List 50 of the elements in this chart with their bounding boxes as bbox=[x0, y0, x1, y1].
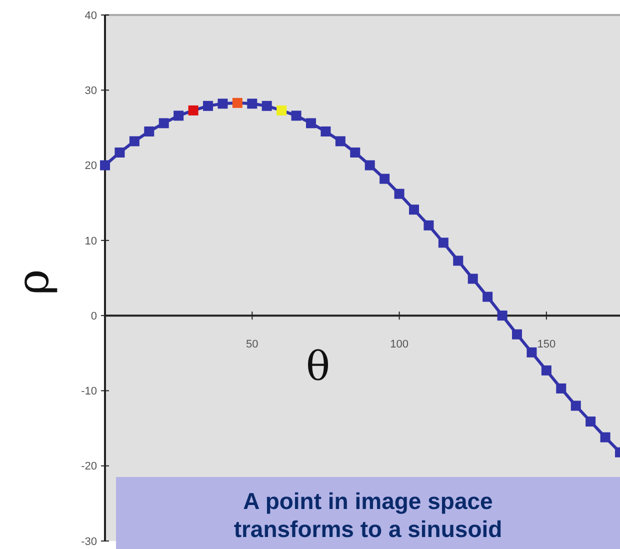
point bbox=[144, 126, 154, 136]
x-tick-label: 100 bbox=[390, 338, 408, 351]
point bbox=[364, 160, 375, 170]
y-tick-label: 40 bbox=[84, 10, 97, 22]
y-tick-label: 10 bbox=[84, 235, 97, 248]
point bbox=[335, 136, 346, 146]
point bbox=[453, 256, 464, 266]
annotation: transforms to a sinusoid bbox=[234, 516, 502, 542]
y-tick-label: 30 bbox=[84, 84, 97, 97]
point bbox=[218, 98, 228, 109]
point bbox=[114, 148, 125, 158]
x-tick-label: 50 bbox=[246, 338, 258, 351]
point bbox=[556, 383, 566, 394]
point bbox=[350, 148, 360, 158]
point bbox=[380, 174, 390, 184]
point bbox=[512, 329, 522, 340]
point bbox=[320, 126, 331, 136]
point bbox=[276, 105, 287, 116]
y-tick-label: -10 bbox=[81, 386, 97, 398]
point bbox=[482, 292, 493, 302]
point bbox=[247, 98, 258, 109]
point bbox=[232, 98, 242, 108]
point bbox=[600, 432, 610, 442]
point bbox=[424, 220, 434, 230]
point bbox=[158, 118, 169, 128]
point bbox=[497, 310, 508, 321]
y-tick-label: -20 bbox=[81, 460, 97, 473]
x-axis-title: θ bbox=[306, 344, 330, 390]
point bbox=[438, 238, 448, 248]
point bbox=[262, 100, 272, 111]
x-tick-label: 150 bbox=[537, 338, 556, 351]
point bbox=[526, 347, 537, 358]
point bbox=[188, 105, 198, 116]
point bbox=[291, 110, 302, 121]
y-tick-label: 20 bbox=[84, 160, 97, 172]
point bbox=[129, 136, 140, 146]
point bbox=[409, 204, 419, 215]
point bbox=[541, 365, 552, 376]
y-tick-label: -30 bbox=[81, 536, 97, 548]
point bbox=[306, 118, 316, 128]
point bbox=[586, 416, 596, 427]
point bbox=[203, 100, 213, 111]
y-axis-title: ρ bbox=[8, 269, 59, 295]
point bbox=[468, 274, 478, 284]
y-tick-label: 0 bbox=[90, 310, 97, 322]
point bbox=[174, 110, 184, 121]
point bbox=[394, 188, 404, 199]
annotation: A point in image space bbox=[243, 488, 493, 514]
point bbox=[100, 160, 110, 170]
point bbox=[570, 400, 581, 411]
